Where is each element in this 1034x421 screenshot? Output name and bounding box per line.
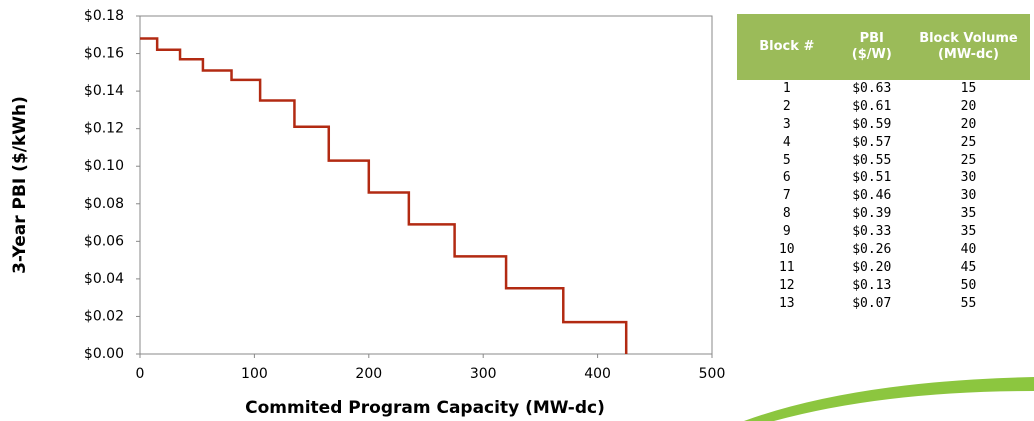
- table-cell: 6: [782, 170, 791, 186]
- table-row: 5 $0.55 25: [737, 152, 1030, 170]
- table-cell: 40: [960, 241, 977, 257]
- y-tick-label: $0.08: [84, 196, 124, 212]
- table-cell: 25: [960, 152, 977, 168]
- x-axis-label: Commited Program Capacity (MW-dc): [245, 398, 605, 418]
- table-cell: 3: [782, 116, 791, 132]
- table-cell: 30: [960, 188, 977, 204]
- x-tick-label: 300: [470, 366, 497, 382]
- table-cell: 5: [782, 152, 791, 168]
- table-cell: 11: [778, 259, 795, 275]
- step-line: [140, 37, 628, 354]
- x-tick-label: 400: [584, 366, 611, 382]
- table-cell: 7: [782, 188, 791, 204]
- header-row: Block # PBI ($/W) Block Volume (MW-dc): [737, 14, 1030, 80]
- table-row: 10 $0.26 40: [737, 241, 1030, 259]
- table-cell: 12: [778, 277, 795, 293]
- table-cell: 55: [960, 295, 977, 311]
- column-header: PBI ($/W): [836, 14, 907, 80]
- table-cell: $0.07: [852, 295, 892, 311]
- table-cell: 30: [960, 170, 977, 186]
- table-row: 2 $0.61 20: [737, 98, 1030, 116]
- table-row: 1 $0.63 15: [737, 80, 1030, 98]
- y-axis-label: 3-Year PBI ($/kWh): [10, 96, 30, 274]
- x-tick-label: 500: [699, 366, 726, 382]
- table-cell: 20: [960, 116, 977, 132]
- table-cell: 20: [960, 98, 977, 114]
- table-row: 11 $0.20 45: [737, 259, 1030, 277]
- table-cell: $0.51: [852, 170, 892, 186]
- y-tick-label: $0.16: [84, 46, 124, 62]
- x-tick-label: 200: [355, 366, 382, 382]
- y-tick-label: $0.10: [84, 158, 124, 174]
- table-row: 8 $0.39 35: [737, 205, 1030, 223]
- table-cell: 50: [960, 277, 977, 293]
- table-cell: $0.55: [852, 152, 892, 168]
- y-tick-label: $0.12: [84, 121, 124, 137]
- table-cell: 35: [960, 206, 977, 222]
- table-cell: 2: [782, 98, 791, 114]
- swoosh: [744, 377, 1034, 421]
- table-cell: $0.33: [852, 224, 892, 240]
- table-cell: 8: [782, 206, 791, 222]
- table-cell: $0.61: [852, 98, 892, 114]
- y-tick-label: $0.18: [84, 8, 124, 24]
- block-table: Block # PBI ($/W) Block Volume (MW-dc) 1 $0.…: [737, 14, 1030, 313]
- table-cell: 45: [960, 259, 977, 275]
- table-cell: 15: [960, 80, 977, 96]
- y-tick-label: $0.00: [84, 346, 124, 362]
- table-row: 3 $0.59 20: [737, 116, 1030, 134]
- column-header: Block Volume (MW-dc): [906, 14, 1030, 80]
- table-cell: 25: [960, 134, 977, 150]
- table-cell: $0.26: [852, 241, 892, 257]
- table-cell: $0.13: [852, 277, 892, 293]
- table-cell: 35: [960, 224, 977, 240]
- table-row: 7 $0.46 30: [737, 187, 1030, 205]
- table-cell: 1: [782, 80, 791, 96]
- y-tick-label: $0.06: [84, 233, 124, 249]
- y-tick-label: $0.14: [84, 83, 124, 99]
- column-header: Block #: [737, 14, 837, 80]
- table-row: 4 $0.57 25: [737, 134, 1030, 152]
- table-cell: $0.46: [852, 188, 892, 204]
- table-cell: 13: [778, 295, 795, 311]
- x-tick-label: 100: [241, 366, 268, 382]
- table-cell: 9: [782, 224, 791, 240]
- plot-frame: [139, 15, 713, 355]
- table-row: 12 $0.13 50: [737, 277, 1030, 295]
- table-cell: $0.20: [852, 259, 892, 275]
- decoration-swoosh: [744, 377, 1034, 421]
- table-cell: $0.63: [852, 80, 892, 96]
- table-cell: 10: [778, 241, 795, 257]
- table-cell: $0.39: [852, 206, 892, 222]
- table-cell: 4: [782, 134, 791, 150]
- table-row: 6 $0.51 30: [737, 169, 1030, 187]
- y-tick-label: $0.04: [84, 271, 124, 287]
- table-row: 13 $0.07 55: [737, 295, 1030, 313]
- x-tick-label: 0: [136, 366, 145, 382]
- table-row: 9 $0.33 35: [737, 223, 1030, 241]
- table-cell: $0.59: [852, 116, 892, 132]
- chart: Commited Program Capacity (MW-dc) 3-Year…: [10, 8, 726, 418]
- table-cell: $0.57: [852, 134, 892, 150]
- y-tick-label: $0.02: [84, 308, 124, 324]
